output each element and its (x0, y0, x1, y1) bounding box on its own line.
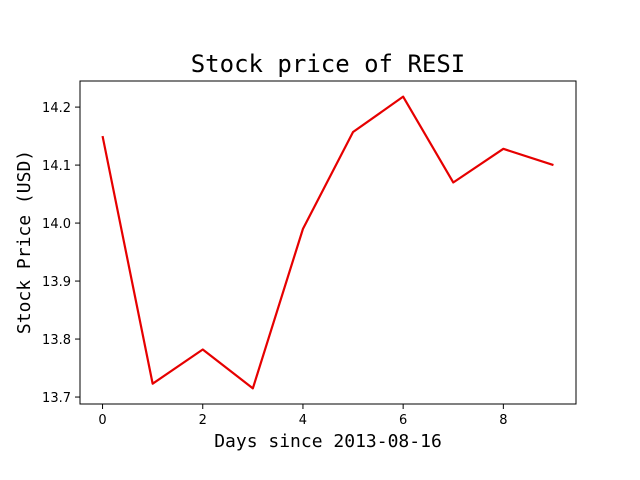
y-tick-label: 13.9 (42, 275, 71, 290)
x-tick-label: 0 (98, 413, 106, 428)
y-tick-label: 14.1 (42, 159, 71, 174)
price-series-line (101, 95, 554, 390)
series-layer (101, 95, 554, 390)
chart-title: Stock price of RESI (191, 50, 466, 78)
y-tick-label: 14.0 (42, 217, 71, 232)
plot-area (79, 80, 577, 405)
x-axis-ticks: 0 2 4 6 8 (98, 404, 507, 428)
x-tick-label: 8 (499, 413, 507, 428)
y-axis-ticks: 13.7 13.8 13.9 14.0 14.1 14.2 (42, 101, 80, 406)
y-tick-label: 13.7 (42, 391, 71, 406)
y-tick-label: 14.2 (42, 101, 71, 116)
y-tick-label: 13.8 (42, 333, 71, 348)
x-tick-label: 6 (399, 413, 407, 428)
y-axis-label: Stock Price (USD) (14, 150, 35, 334)
x-tick-label: 2 (199, 413, 207, 428)
x-tick-label: 4 (299, 413, 307, 428)
x-axis-label: Days since 2013-08-16 (214, 431, 442, 452)
